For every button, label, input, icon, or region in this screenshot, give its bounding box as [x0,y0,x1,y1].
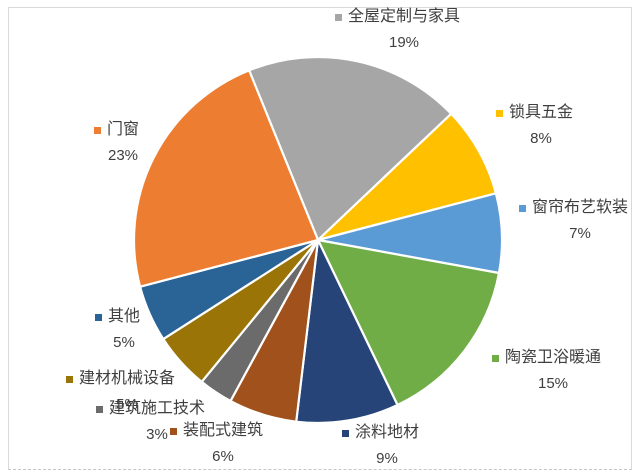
legend-marker-icon [95,313,102,321]
legend-marker-icon [342,429,349,437]
label-qita: 其他 5% [95,308,140,352]
pie-slice-10 [132,69,320,288]
legend-marker-icon [94,126,101,134]
category-name: 门窗 [107,121,140,138]
category-percent: 23% [107,147,139,164]
category-name: 其他 [108,308,141,325]
pie-slice-5 [295,238,399,425]
legend-marker-icon [519,204,526,212]
category-name: 涂料地材 [355,424,420,441]
category-percent: 8% [530,130,552,147]
category-name: 建筑施工技术 [109,400,206,417]
pie-slice-4 [316,238,501,407]
pie-slice-2 [316,112,497,242]
label-chuanglianbuyi: 窗帘布艺软装 7% [519,199,628,243]
category-name: 窗帘布艺软装 [532,199,629,216]
category-name: 建材机械设备 [79,370,176,387]
legend-marker-icon [66,375,73,383]
category-percent: 5% [113,334,135,351]
category-name: 全屋定制与家具 [348,8,461,25]
legend-marker-icon [96,405,103,413]
legend-marker-icon [492,354,499,362]
label-jiancaijixie: 建材机械设备 5% [66,370,175,414]
legend-marker-icon [496,109,503,117]
category-name: 陶瓷卫浴暖通 [505,349,602,366]
category-percent: 9% [376,450,398,467]
category-percent: 7% [569,225,591,242]
label-tuliaodicai: 涂料地材 9% [342,424,419,468]
label-jianzhushigong: 建筑施工技术 3% [96,400,205,444]
category-percent: 6% [212,448,234,465]
legend-marker-icon [170,427,177,435]
legend-marker-icon [335,13,342,21]
label-quanwudingzhi: 全屋定制与家具 19% [335,8,460,52]
label-suojuwujin: 锁具五金 8% [496,104,573,148]
label-taociweiyu: 陶瓷卫浴暖通 15% [492,349,601,393]
category-name: 锁具五金 [509,104,574,121]
category-name: 装配式建筑 [183,422,264,439]
category-percent: 15% [537,375,569,392]
label-menchuang: 门窗 23% [94,121,139,165]
category-percent: 5% [116,396,138,413]
category-percent: 19% [388,34,420,51]
label-zhuangpeishi: 装配式建筑 6% [170,422,263,466]
category-percent: 3% [146,426,168,443]
